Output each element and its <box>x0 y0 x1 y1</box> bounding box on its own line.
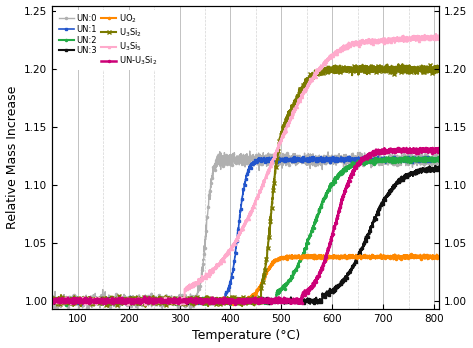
Line: UN-U$_3$Si$_2$: UN-U$_3$Si$_2$ <box>51 147 440 305</box>
U$_3$Si$_5$ <box>429 36 435 40</box>
UN-U$_3$Si$_2$ <box>242 302 248 306</box>
U$_3$Si$_5$ <box>49 301 55 305</box>
UN:1 <box>198 301 203 305</box>
UN:1 <box>437 157 442 161</box>
UN:2 <box>94 298 99 302</box>
UN:1 <box>49 298 55 302</box>
UO$_2$ <box>116 296 122 301</box>
UN:2 <box>215 299 220 303</box>
UN:1 <box>213 303 219 307</box>
UN:0 <box>247 149 253 153</box>
UN:3 <box>116 300 122 304</box>
Line: U$_3$Si$_2$: U$_3$Si$_2$ <box>51 62 441 309</box>
Legend: UN:0, UN:1, UN:2, UN:3, UO$_2$, U$_3$Si$_2$, U$_3$Si$_5$, UN-U$_3$Si$_2$: UN:0, UN:1, UN:2, UN:3, UO$_2$, U$_3$Si$… <box>56 10 160 70</box>
UN-U$_3$Si$_2$ <box>429 147 435 151</box>
UN-U$_3$Si$_2$ <box>423 146 429 150</box>
U$_3$Si$_5$ <box>437 37 442 41</box>
U$_3$Si$_5$ <box>94 301 99 305</box>
UN:1 <box>94 300 99 304</box>
U$_3$Si$_2$ <box>387 68 393 72</box>
Line: UN:1: UN:1 <box>51 155 440 306</box>
U$_3$Si$_5$ <box>198 278 204 283</box>
UN:3 <box>437 168 442 173</box>
UN:2 <box>429 160 435 164</box>
Line: UN:3: UN:3 <box>51 165 440 306</box>
U$_3$Si$_2$ <box>198 301 204 305</box>
UO$_2$ <box>194 302 200 306</box>
UO$_2$ <box>94 298 99 302</box>
U$_3$Si$_2$ <box>400 62 405 66</box>
UN:3 <box>215 299 220 303</box>
UN:3 <box>94 298 99 302</box>
UN-U$_3$Si$_2$ <box>49 301 55 305</box>
UN:1 <box>116 298 122 302</box>
UN:1 <box>429 157 435 161</box>
U$_3$Si$_5$ <box>117 300 123 304</box>
UN:0 <box>198 276 204 280</box>
UN:2 <box>198 299 203 303</box>
UN:2 <box>437 158 442 163</box>
UO$_2$ <box>387 254 393 259</box>
U$_3$Si$_5$ <box>81 302 87 307</box>
UO$_2$ <box>378 252 384 256</box>
U$_3$Si$_5$ <box>215 264 220 269</box>
UN:3 <box>198 300 204 304</box>
UN-U$_3$Si$_2$ <box>215 299 220 303</box>
UN-U$_3$Si$_2$ <box>116 299 122 303</box>
UN:3 <box>49 295 55 300</box>
UN:2 <box>436 155 441 159</box>
UN:1 <box>215 300 220 304</box>
UN:0 <box>215 161 220 165</box>
Line: UN:0: UN:0 <box>51 150 440 310</box>
Line: U$_3$Si$_5$: U$_3$Si$_5$ <box>51 33 440 306</box>
UN-U$_3$Si$_2$ <box>437 148 442 152</box>
UN:1 <box>387 157 393 161</box>
UN:0 <box>117 307 123 311</box>
UN:3 <box>433 164 438 168</box>
UO$_2$ <box>198 299 204 303</box>
UN-U$_3$Si$_2$ <box>94 298 99 302</box>
Y-axis label: Relative Mass Increase: Relative Mass Increase <box>6 86 18 229</box>
UO$_2$ <box>429 254 435 259</box>
X-axis label: Temperature (°C): Temperature (°C) <box>192 330 300 342</box>
U$_3$Si$_2$ <box>429 66 435 70</box>
UN:1 <box>376 154 381 158</box>
UN-U$_3$Si$_2$ <box>198 298 203 302</box>
UN:2 <box>49 298 55 302</box>
UN-U$_3$Si$_2$ <box>387 148 393 152</box>
U$_3$Si$_2$ <box>142 305 148 309</box>
U$_3$Si$_5$ <box>387 40 393 45</box>
U$_3$Si$_2$ <box>116 294 122 298</box>
Line: UN:2: UN:2 <box>51 156 440 306</box>
U$_3$Si$_2$ <box>437 68 442 72</box>
U$_3$Si$_5$ <box>433 32 439 36</box>
UN:3 <box>387 191 393 196</box>
UN:0 <box>429 164 435 168</box>
UN:3 <box>138 303 143 307</box>
UN:2 <box>203 303 209 307</box>
UO$_2$ <box>437 256 442 261</box>
UN:2 <box>387 158 393 162</box>
Line: UO$_2$: UO$_2$ <box>51 253 440 305</box>
UN:0 <box>116 302 122 307</box>
UN:0 <box>387 161 393 165</box>
U$_3$Si$_2$ <box>215 299 220 303</box>
U$_3$Si$_2$ <box>49 296 55 301</box>
UN:0 <box>49 299 55 303</box>
UN:2 <box>116 299 122 303</box>
UN:3 <box>429 166 435 170</box>
UN:0 <box>437 152 442 156</box>
UO$_2$ <box>215 298 220 302</box>
U$_3$Si$_2$ <box>94 298 99 302</box>
UN:0 <box>94 301 99 306</box>
UO$_2$ <box>49 298 55 302</box>
